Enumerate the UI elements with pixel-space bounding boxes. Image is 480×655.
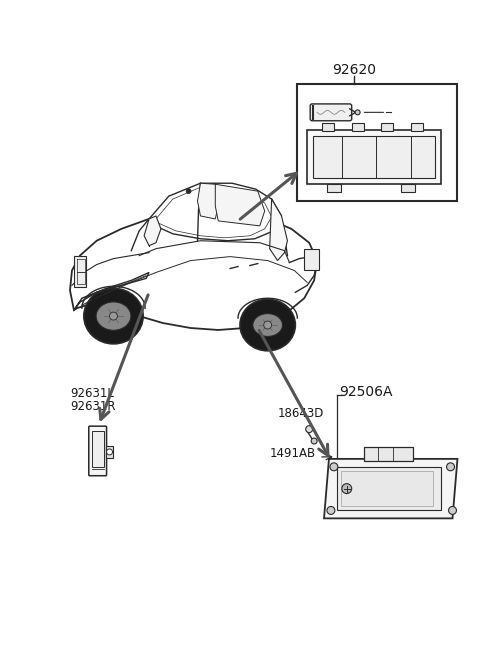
Circle shape xyxy=(330,463,338,471)
Polygon shape xyxy=(144,216,161,246)
Polygon shape xyxy=(74,272,149,310)
Circle shape xyxy=(109,312,118,320)
Polygon shape xyxy=(324,459,457,518)
Circle shape xyxy=(448,506,456,514)
Circle shape xyxy=(327,506,335,514)
Circle shape xyxy=(306,426,312,432)
Bar xyxy=(381,122,393,131)
Circle shape xyxy=(355,110,360,115)
Bar xyxy=(92,431,104,467)
Bar xyxy=(341,471,433,506)
Ellipse shape xyxy=(240,299,295,351)
Ellipse shape xyxy=(84,288,143,344)
Circle shape xyxy=(264,321,272,329)
Bar xyxy=(327,184,341,192)
Ellipse shape xyxy=(96,302,131,330)
Bar xyxy=(297,84,457,201)
Text: 18645B: 18645B xyxy=(393,109,439,122)
Polygon shape xyxy=(216,184,264,226)
Circle shape xyxy=(446,463,455,471)
FancyBboxPatch shape xyxy=(89,426,107,476)
Text: 92620: 92620 xyxy=(332,63,376,77)
Bar xyxy=(352,122,363,131)
Circle shape xyxy=(107,449,112,455)
Text: 1491AB: 1491AB xyxy=(270,447,316,460)
Text: 92631L: 92631L xyxy=(70,388,114,400)
Polygon shape xyxy=(270,199,288,261)
Circle shape xyxy=(311,438,317,444)
Bar xyxy=(363,447,413,461)
Circle shape xyxy=(186,189,191,194)
Bar xyxy=(313,136,435,178)
Polygon shape xyxy=(197,183,218,219)
Bar xyxy=(74,255,86,288)
Text: 18643D: 18643D xyxy=(277,407,324,421)
Bar xyxy=(337,467,441,510)
Bar xyxy=(106,446,113,458)
Ellipse shape xyxy=(253,314,283,337)
Polygon shape xyxy=(70,211,317,330)
Bar xyxy=(304,249,319,271)
Bar xyxy=(307,130,441,184)
Bar xyxy=(401,184,415,192)
FancyBboxPatch shape xyxy=(310,104,352,121)
Bar xyxy=(322,122,334,131)
Polygon shape xyxy=(149,183,281,241)
Text: 92631R: 92631R xyxy=(70,400,116,413)
Circle shape xyxy=(342,483,352,494)
Bar xyxy=(411,122,423,131)
Text: 92506A: 92506A xyxy=(339,384,392,398)
